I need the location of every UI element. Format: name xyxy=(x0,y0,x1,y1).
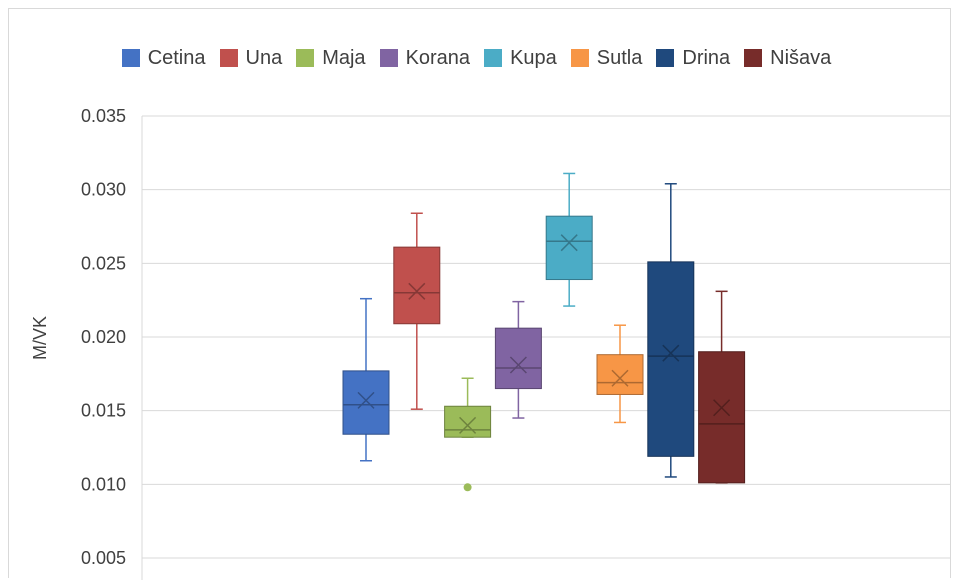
box-body xyxy=(596,354,644,395)
legend-item: Cetina xyxy=(121,46,206,70)
legend-label: Drina xyxy=(682,46,731,69)
y-tick-label: 0.025 xyxy=(81,253,126,273)
legend-swatch xyxy=(121,49,140,67)
mean-marker xyxy=(459,416,477,434)
mean-marker xyxy=(611,369,629,387)
legend-swatch xyxy=(379,49,398,67)
legend-swatch xyxy=(484,49,503,67)
box-body xyxy=(393,246,441,325)
mean-marker xyxy=(357,391,375,409)
legend-label: Nišava xyxy=(770,46,832,69)
box-cetina xyxy=(342,297,390,462)
legend-label: Una xyxy=(245,46,283,69)
box-drina xyxy=(647,183,695,478)
legend-swatch xyxy=(744,49,763,67)
boxes xyxy=(342,172,746,492)
legend-item: Una xyxy=(219,46,283,70)
legend-label: Sutla xyxy=(596,46,643,69)
box-kupa xyxy=(545,172,593,307)
mean-marker xyxy=(662,344,680,362)
legend-swatch xyxy=(219,49,238,67)
box-nišava xyxy=(698,290,746,484)
box-una xyxy=(393,212,441,410)
y-tick-label: 0.020 xyxy=(81,327,126,347)
legend-item: Kupa xyxy=(484,47,557,70)
box-body xyxy=(545,215,593,281)
y-tick-label: 0.015 xyxy=(81,401,126,421)
box-body xyxy=(494,327,542,390)
legend-item: Maja xyxy=(296,46,366,70)
gridlines xyxy=(141,115,950,580)
box-body xyxy=(698,351,746,484)
box-sutla xyxy=(596,324,644,424)
legend-item: Drina xyxy=(656,47,730,70)
mean-marker xyxy=(560,234,578,252)
outlier-point xyxy=(463,483,472,492)
y-tick-label: 0.035 xyxy=(81,106,126,126)
legend-label: Kupa xyxy=(510,46,557,69)
box-body xyxy=(444,405,492,438)
chart-frame xyxy=(8,8,951,578)
legend-item: Nišava xyxy=(744,47,831,70)
y-tick-labels: 0.035 0.030 0.025 0.020 0.015 0.010 0.005 xyxy=(81,106,126,568)
mean-marker xyxy=(408,282,426,300)
y-tick-label: 0.010 xyxy=(81,474,126,494)
y-tick-label: 0.005 xyxy=(81,548,126,568)
mean-marker xyxy=(509,356,527,374)
y-axis-title: M/VK xyxy=(30,316,50,360)
legend-label: Maja xyxy=(322,46,366,69)
box-body xyxy=(647,261,695,457)
legend-item: Korana xyxy=(379,46,471,70)
mean-marker xyxy=(713,399,731,417)
legend-label: Cetina xyxy=(147,46,206,69)
legend-swatch xyxy=(570,49,589,67)
box-body xyxy=(342,370,390,435)
box-maja xyxy=(444,377,492,492)
legend-swatch xyxy=(656,49,675,67)
legend-label: Korana xyxy=(405,46,471,69)
legend-swatch xyxy=(296,49,315,67)
y-tick-label: 0.030 xyxy=(81,180,126,200)
box-korana xyxy=(494,300,542,419)
legend-item: Sutla xyxy=(570,46,643,70)
legend: Cetina Una Maja Korana Kupa Sutla Drina Nišava xyxy=(0,44,953,72)
